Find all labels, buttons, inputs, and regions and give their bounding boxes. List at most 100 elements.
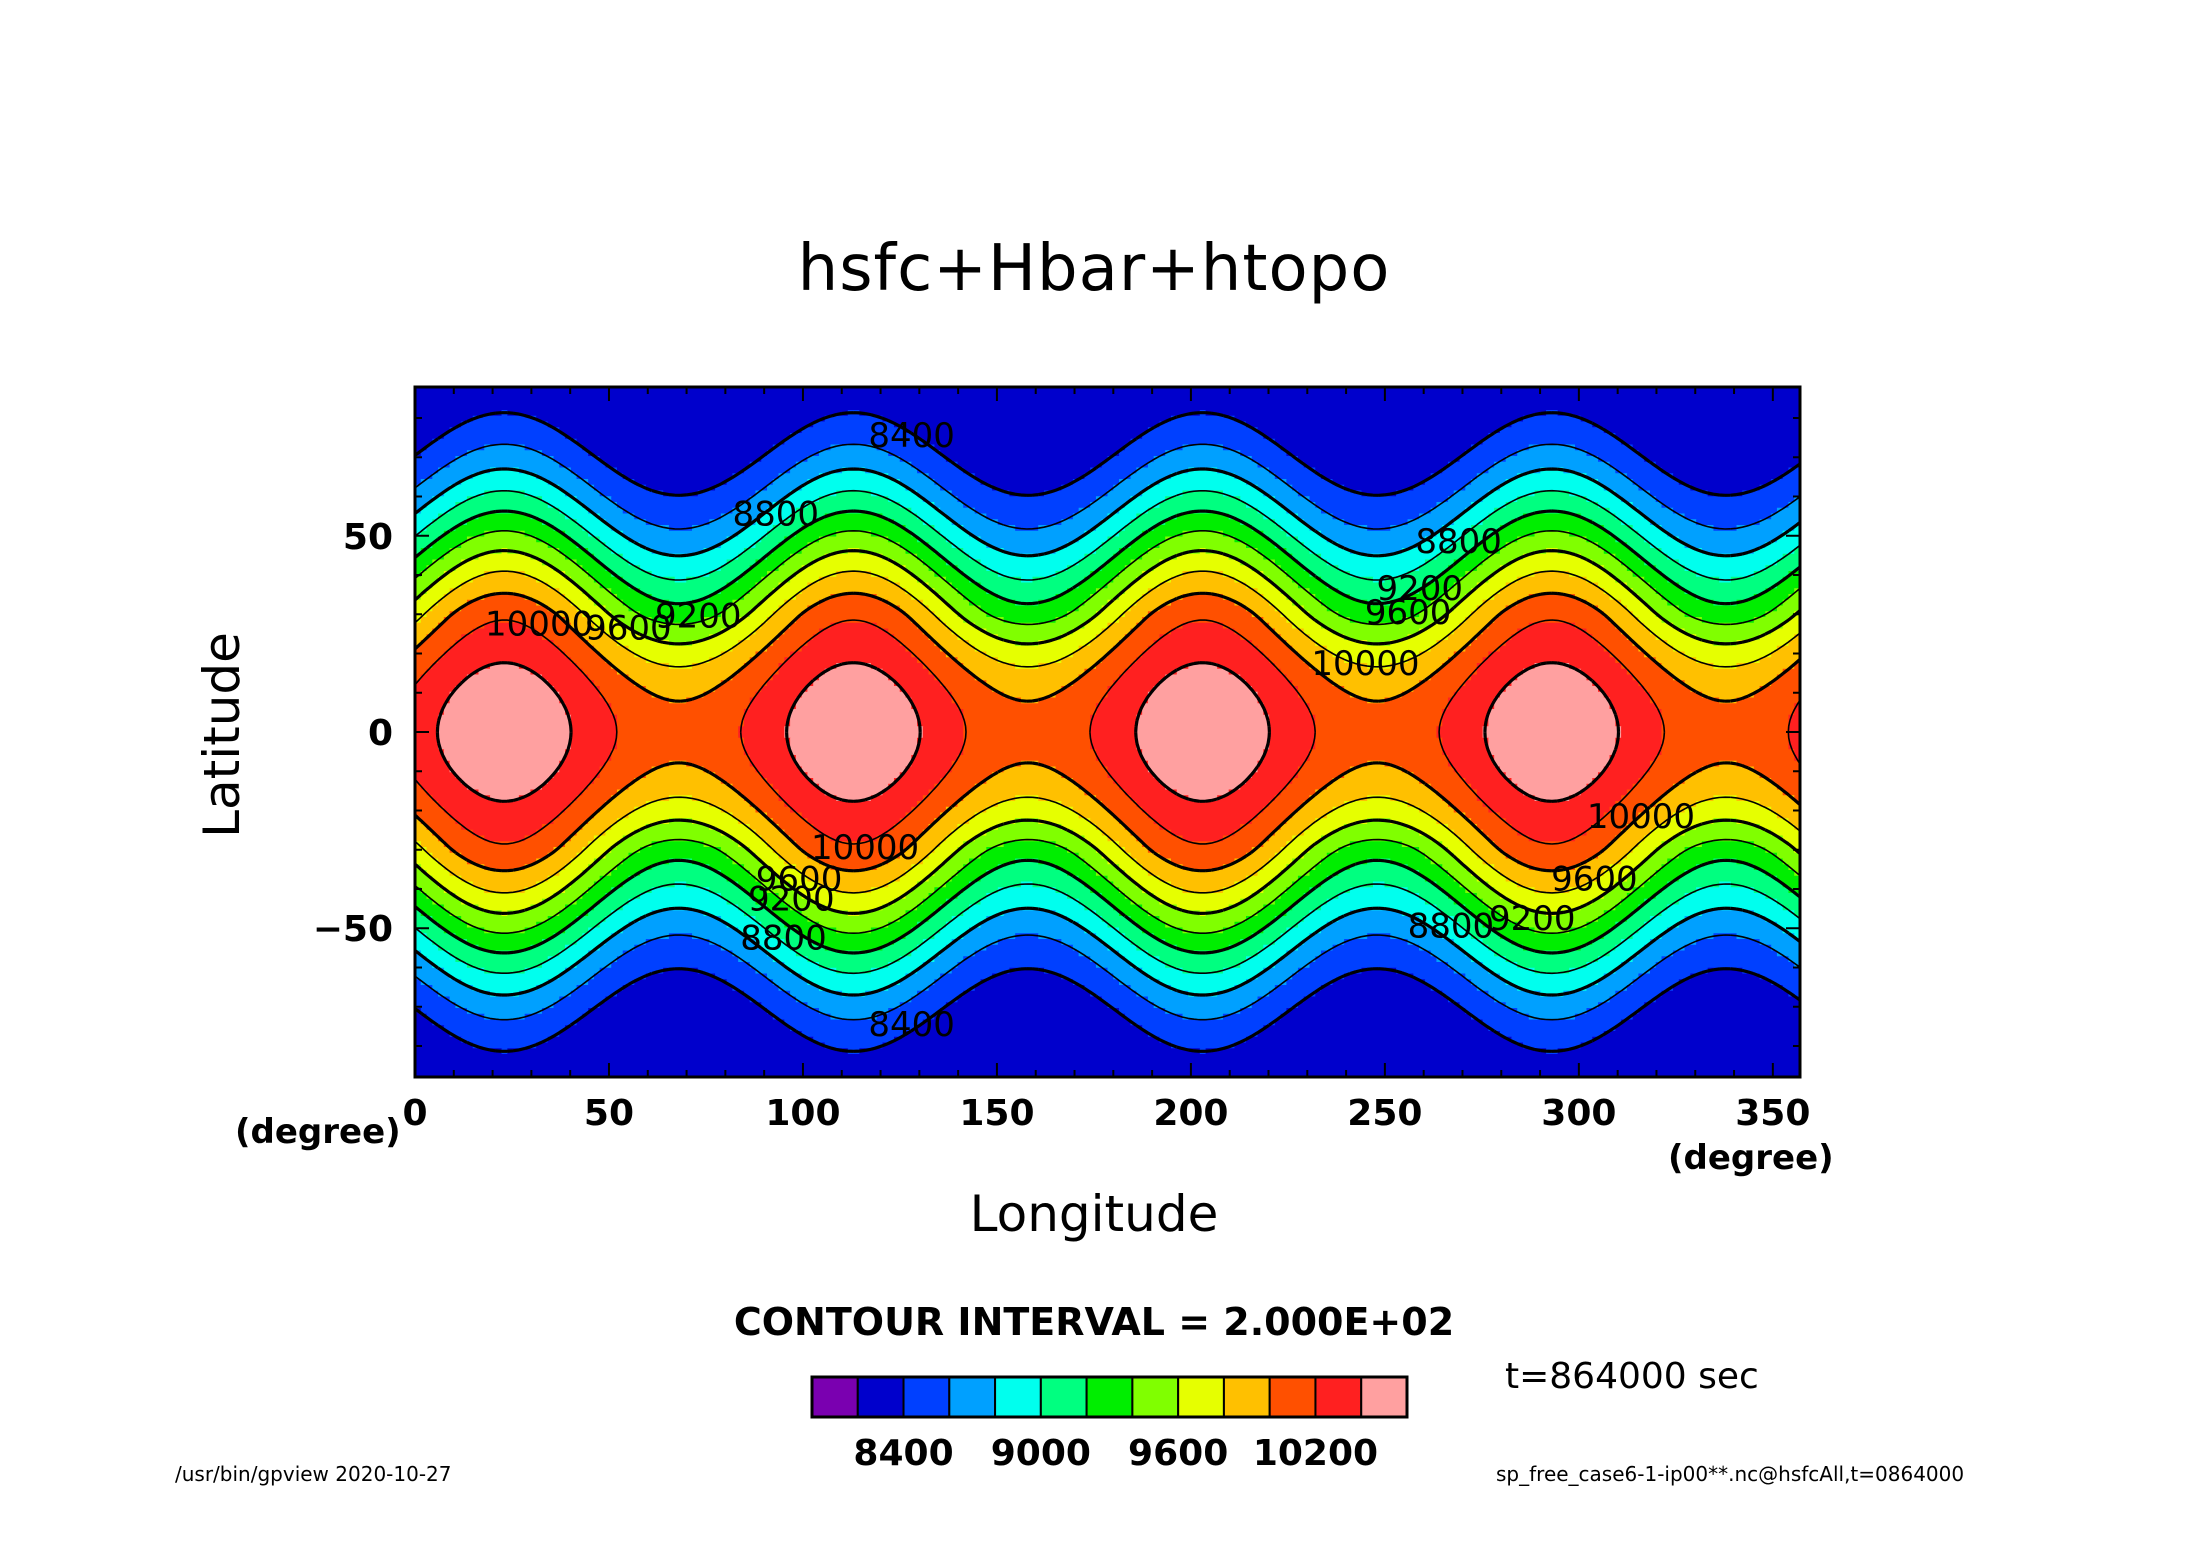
field-cell (1661, 617, 1703, 624)
field-cell (1367, 795, 1391, 802)
field-cell (1107, 559, 1132, 566)
field-cell (974, 812, 1080, 819)
field-cell (1447, 893, 1478, 900)
field-cell (928, 605, 953, 612)
field-cell (1124, 1013, 1184, 1021)
field-cell (801, 812, 907, 819)
field-cell (593, 812, 630, 819)
field-cell (818, 829, 889, 837)
field-cell (778, 916, 809, 923)
field-cell (1095, 795, 1132, 802)
field-cell (1147, 760, 1259, 768)
field-cell (478, 513, 532, 520)
field-cell (1315, 726, 1438, 733)
field-cell (455, 456, 555, 463)
field-cell (720, 847, 751, 854)
field-cell (1338, 916, 1420, 923)
field-cell (651, 571, 710, 578)
field-cell (616, 743, 745, 750)
field-cell (767, 484, 803, 492)
field-cell (1494, 996, 1611, 1003)
field-cell (570, 881, 595, 888)
field-cell (732, 473, 780, 480)
field-cell (761, 835, 791, 842)
field-cell (1453, 691, 1501, 699)
field-cell (1488, 553, 1524, 561)
field-cell (1078, 536, 1109, 543)
field-cell (963, 726, 1091, 733)
field-cell (1349, 864, 1409, 871)
field-cell (1234, 473, 1276, 480)
field-cell (1119, 594, 1143, 601)
field-cell (743, 720, 791, 727)
field-cell (1280, 933, 1311, 940)
field-cell (1251, 847, 1282, 854)
field-cell (1095, 933, 1126, 940)
field-cell (1609, 461, 1657, 469)
field-cell (1297, 686, 1345, 693)
field-cell (1078, 605, 1103, 612)
field-cell (1107, 456, 1155, 463)
field-cell (651, 594, 710, 601)
field-cell (1407, 519, 1455, 526)
field-cell (1626, 893, 1657, 900)
field-cell (1090, 732, 1137, 739)
field-cell (1788, 594, 1800, 601)
field-cell (1055, 691, 1109, 699)
field-cell (1632, 818, 1668, 825)
field-cell (1655, 657, 1697, 664)
field-cell (1696, 594, 1755, 601)
field-cell (922, 795, 964, 802)
field-cell (1678, 559, 1778, 566)
field-cell (818, 962, 889, 969)
field-cell (438, 835, 485, 842)
field-cell (415, 709, 445, 716)
field-cell (524, 967, 566, 975)
field-cell (1321, 881, 1374, 888)
field-cell (917, 714, 964, 722)
field-cell (1234, 599, 1270, 607)
field-cell (732, 985, 780, 992)
field-cell (553, 456, 601, 463)
field-cell (588, 927, 624, 934)
field-cell (934, 956, 964, 963)
field-cell (807, 852, 901, 860)
field-cell (911, 950, 941, 957)
field-cell (1632, 870, 1657, 877)
field-cell (1684, 651, 1772, 658)
field-cell (963, 571, 999, 578)
field-cell (1661, 594, 1697, 601)
field-cell (1159, 605, 1247, 612)
field-cell (824, 944, 884, 952)
field-cell (541, 1008, 589, 1015)
field-cell (726, 875, 757, 883)
field-cell (415, 565, 428, 572)
field-cell (1240, 824, 1282, 831)
field-cell (1130, 473, 1172, 480)
field-cell (1765, 916, 1800, 923)
field-cell (1292, 576, 1322, 584)
field-cell (415, 605, 433, 612)
field-cell (1067, 916, 1103, 923)
field-cell (1592, 680, 1640, 687)
field-cell (1782, 927, 1800, 934)
colorbar-swatch (1085, 1376, 1134, 1418)
field-cell (547, 582, 578, 589)
field-cell (1580, 553, 1616, 561)
field-cell (1240, 898, 1276, 906)
field-cell (1580, 415, 1800, 423)
field-cell (1598, 1002, 1645, 1009)
field-cell (1309, 496, 1449, 503)
field-cell (1580, 513, 1616, 520)
field-cell (438, 576, 474, 584)
field-cell (928, 852, 953, 860)
field-cell (1107, 686, 1155, 693)
field-cell (778, 668, 826, 676)
field-cell (1101, 852, 1132, 860)
field-cell (1661, 709, 1795, 716)
field-cell (749, 801, 785, 808)
field-cell (449, 484, 560, 492)
field-cell (559, 697, 607, 704)
field-cell (951, 875, 982, 883)
